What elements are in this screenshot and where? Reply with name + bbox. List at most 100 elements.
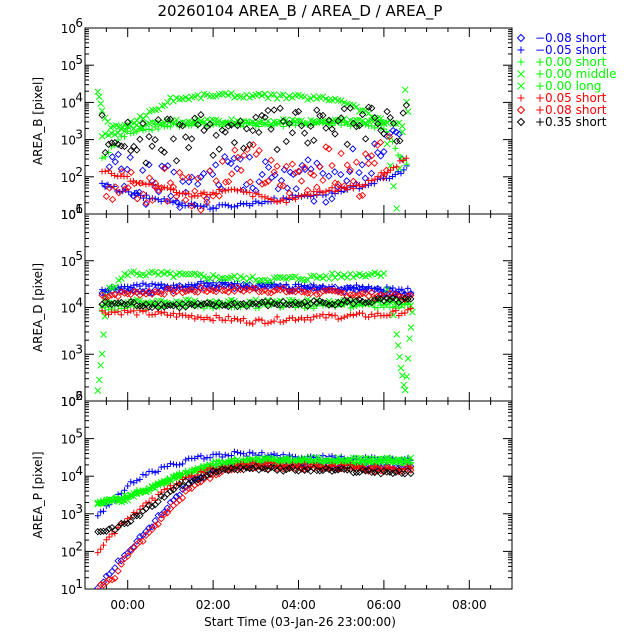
data-point-diamond xyxy=(383,107,391,116)
data-point-plus xyxy=(136,283,143,290)
data-point-diamond xyxy=(374,465,382,473)
data-point-plus xyxy=(374,310,381,317)
data-point-cross xyxy=(365,109,373,117)
data-point-cross xyxy=(325,275,333,283)
data-point-cross xyxy=(98,107,106,115)
data-point-plus xyxy=(228,317,235,324)
data-point-diamond xyxy=(94,528,102,536)
data-point-plus xyxy=(216,314,223,321)
data-point-diamond xyxy=(203,198,211,206)
data-point-plus xyxy=(149,126,156,133)
data-point-diamond xyxy=(136,537,144,546)
data-point-plus xyxy=(133,477,140,484)
data-point-plus xyxy=(350,312,357,319)
data-point-plus xyxy=(133,281,140,288)
data-point-diamond xyxy=(325,145,333,153)
data-point-diamond xyxy=(246,140,254,149)
data-point-plus xyxy=(249,321,256,328)
data-point-diamond xyxy=(243,125,251,133)
data-point-diamond xyxy=(104,292,113,301)
y-tick-exponent: 4 xyxy=(75,296,83,310)
data-point-diamond xyxy=(200,192,208,200)
data-point-diamond xyxy=(261,179,269,187)
x-tick-label: 04:00 xyxy=(281,598,316,612)
data-point-plus xyxy=(310,281,317,288)
data-point-diamond xyxy=(176,203,184,212)
data-point-plus xyxy=(130,479,137,486)
data-point-diamond xyxy=(215,145,223,153)
data-point-diamond xyxy=(264,106,272,115)
data-point-plus xyxy=(143,281,149,288)
data-point-plus xyxy=(97,546,104,553)
data-point-diamond xyxy=(255,146,263,155)
data-point-diamond xyxy=(245,153,254,161)
data-point-cross xyxy=(111,131,119,138)
data-point-cross xyxy=(407,454,415,462)
data-point-plus xyxy=(225,202,232,209)
data-point-diamond xyxy=(325,172,333,180)
data-point-cross xyxy=(270,91,278,98)
data-point-cross xyxy=(258,92,266,99)
data-point-diamond xyxy=(188,286,196,294)
data-point-plus xyxy=(111,172,118,179)
data-point-diamond xyxy=(185,485,193,493)
data-point-cross xyxy=(179,471,186,479)
data-point-plus xyxy=(213,190,220,197)
y-tick-exponent: 1 xyxy=(75,577,83,591)
data-point-diamond xyxy=(101,148,109,157)
data-point-plus xyxy=(170,282,177,289)
data-point-cross xyxy=(319,93,327,101)
data-point-cross xyxy=(340,271,348,279)
data-point-diamond xyxy=(148,525,156,534)
data-point-diamond xyxy=(148,142,156,150)
data-point-plus xyxy=(99,155,106,162)
data-point-plus xyxy=(292,317,299,324)
data-point-plus xyxy=(175,201,182,208)
data-point-diamond xyxy=(142,199,151,207)
data-point-plus xyxy=(392,145,399,152)
data-point-diamond xyxy=(310,171,318,179)
data-point-cross xyxy=(151,269,159,276)
data-point-cross xyxy=(325,96,333,104)
data-point-diamond xyxy=(224,177,233,186)
data-point-plus xyxy=(121,307,128,314)
data-point-diamond xyxy=(404,295,412,303)
legend-label: +0.08 short xyxy=(535,103,607,117)
data-point-diamond xyxy=(160,303,168,311)
data-point-diamond xyxy=(182,287,190,295)
data-point-cross xyxy=(95,376,103,384)
data-point-plus xyxy=(200,203,207,210)
data-point-diamond xyxy=(145,161,153,169)
data-point-cross xyxy=(112,283,119,291)
data-point-plus xyxy=(268,196,275,203)
data-point-diamond xyxy=(148,196,157,204)
data-point-diamond xyxy=(322,198,330,206)
data-point-plus xyxy=(301,282,308,289)
data-point-cross xyxy=(221,90,229,97)
data-point-diamond xyxy=(328,195,336,203)
data-point-plus xyxy=(99,307,106,314)
data-point-plus xyxy=(164,463,171,470)
data-point-cross xyxy=(133,489,141,497)
data-point-cross xyxy=(404,355,412,362)
data-point-diamond xyxy=(392,128,400,136)
data-point-diamond xyxy=(337,149,345,158)
data-point-diamond xyxy=(349,177,358,185)
x-tick-label: 08:00 xyxy=(452,598,487,612)
data-point-diamond xyxy=(139,537,147,545)
legend-symbol-diamond xyxy=(516,33,526,43)
data-point-cross xyxy=(282,94,290,102)
data-point-diamond xyxy=(239,287,248,295)
data-point-cross xyxy=(396,353,403,361)
data-point-diamond xyxy=(386,296,394,304)
data-point-diamond xyxy=(102,192,110,200)
data-point-cross xyxy=(353,103,360,111)
data-point-plus xyxy=(310,313,317,320)
data-point-plus xyxy=(316,188,323,195)
data-point-diamond xyxy=(371,296,379,304)
data-point-diamond xyxy=(355,192,364,200)
data-point-diamond xyxy=(166,115,175,123)
data-point-cross xyxy=(118,275,125,283)
data-point-cross xyxy=(394,342,402,349)
data-point-diamond xyxy=(328,464,336,472)
